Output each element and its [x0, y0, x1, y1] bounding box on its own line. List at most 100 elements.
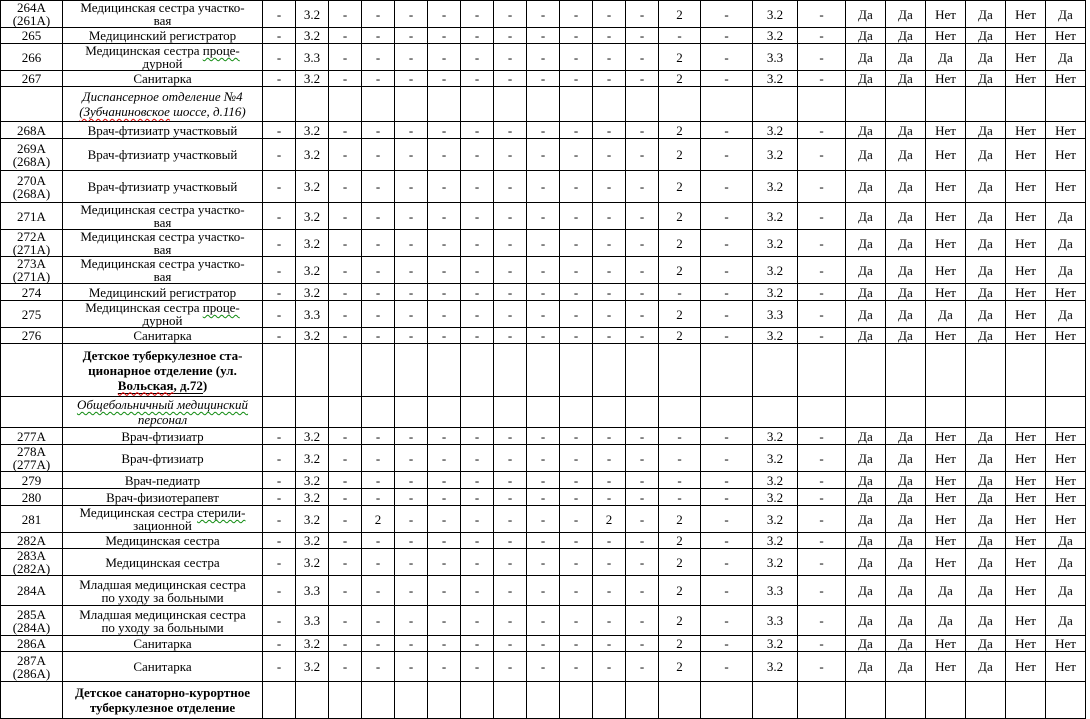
value-cell-c10: - — [493, 635, 527, 652]
value-cell-c18: - — [797, 0, 846, 28]
value-cell-c12: - — [559, 229, 593, 257]
value-cell-c9 — [460, 396, 494, 428]
value-cell-c6: - — [361, 43, 395, 71]
value-cell-c15: 2 — [658, 327, 701, 344]
value-cell-c5: - — [328, 575, 362, 606]
flag-cell-1: Да — [845, 256, 886, 284]
value-cell-c10 — [493, 343, 527, 397]
value-cell-c6 — [361, 343, 395, 397]
value-cell-c16 — [700, 681, 753, 719]
value-cell-c5: - — [328, 605, 362, 636]
value-cell-c16 — [700, 86, 753, 122]
value-cell-c3: - — [262, 70, 296, 87]
proofing-marked-text: Вольская — [117, 377, 174, 394]
value-cell-c13: 2 — [592, 505, 626, 533]
table-row: 286А Санитарка -3.2- - - - - - - - - -2-3.2- Да Да Нет… — [0, 635, 1086, 652]
row-number-cell: 268А — [0, 121, 63, 139]
flag-cell-2: Да — [885, 202, 926, 230]
flag-cell-6: Да — [1045, 0, 1086, 28]
position-cell: Медицинская сестра проце- дурной — [62, 300, 263, 328]
value-cell-c15: 2 — [658, 575, 701, 606]
value-cell-c3: - — [262, 300, 296, 328]
flag-cell-1: Да — [845, 532, 886, 549]
position-cell: Младшая медицинская сестра по уходу за б… — [62, 605, 263, 636]
position-cell: Медицинский регистратор — [62, 27, 263, 44]
value-cell-c11: - — [526, 300, 560, 328]
position-cell: Врач-фтизиатр — [62, 444, 263, 472]
value-cell-c3: - — [262, 121, 296, 139]
flag-cell-6: Нет — [1045, 427, 1086, 445]
value-cell-c14: - — [625, 444, 659, 472]
value-cell-c9: - — [460, 256, 494, 284]
flag-cell-5 — [1005, 343, 1046, 397]
value-cell-c6: - — [361, 229, 395, 257]
value-cell-c5: - — [328, 651, 362, 682]
position-text: персонал — [137, 412, 188, 427]
value-cell-c13: - — [592, 27, 626, 44]
value-cell-c16: - — [700, 229, 753, 257]
value-cell-c10: - — [493, 256, 527, 284]
value-cell-c16: - — [700, 532, 753, 549]
value-cell-c4: 3.2 — [295, 505, 329, 533]
row-number-cell — [0, 396, 63, 428]
flag-cell-4 — [965, 681, 1006, 719]
flag-cell-4: Да — [965, 70, 1006, 87]
value-cell-c9: - — [460, 70, 494, 87]
table-row: 284А Младшая медицинская сестра по уходу … — [0, 575, 1086, 606]
value-cell-c10: - — [493, 138, 527, 171]
value-cell-c8: - — [427, 575, 461, 606]
value-cell-c15: 2 — [658, 121, 701, 139]
value-cell-c9: - — [460, 505, 494, 533]
flag-cell-3 — [925, 343, 966, 397]
value-cell-c13: - — [592, 300, 626, 328]
value-cell-c13: - — [592, 327, 626, 344]
value-cell-c7: - — [394, 548, 428, 576]
flag-cell-3: Да — [925, 43, 966, 71]
flag-cell-2: Да — [885, 471, 926, 489]
value-cell-c9: - — [460, 605, 494, 636]
position-text: шоссе, д.116) — [169, 104, 246, 119]
row-number-cell: 272А (271А) — [0, 229, 63, 257]
value-cell-c11: - — [526, 202, 560, 230]
value-cell-c14: - — [625, 532, 659, 549]
position-text: Врач-фтизиатр участковый — [87, 179, 238, 194]
table-row: 274 Медицинский регистратор -3.2- - - - - - - - - -… — [0, 283, 1086, 301]
value-cell-c8: - — [427, 471, 461, 489]
flag-cell-2: Да — [885, 256, 926, 284]
flag-cell-3 — [925, 396, 966, 428]
value-cell-c5: - — [328, 229, 362, 257]
value-cell-c8: - — [427, 635, 461, 652]
value-cell-c5: - — [328, 27, 362, 44]
table-row: 273А (271А) Медицинская сестра участко- в… — [0, 256, 1086, 284]
row-number-cell: 287А (286А) — [0, 651, 63, 682]
position-text: Врач-фтизиатр — [121, 450, 204, 466]
value-cell-c7: - — [394, 300, 428, 328]
value-cell-c5: - — [328, 327, 362, 344]
value-cell-c10: - — [493, 505, 527, 533]
value-cell-c14 — [625, 681, 659, 719]
flag-cell-2: Да — [885, 651, 926, 682]
position-cell: Санитарка — [62, 70, 263, 87]
value-cell-c9: - — [460, 575, 494, 606]
flag-cell-6: Нет — [1045, 444, 1086, 472]
value-cell-c8: - — [427, 532, 461, 549]
flag-cell-2: Да — [885, 121, 926, 139]
value-cell-c7: - — [394, 327, 428, 344]
value-cell-c14: - — [625, 471, 659, 489]
value-cell-c12: - — [559, 327, 593, 344]
value-cell-c3: - — [262, 532, 296, 549]
flag-cell-5: Нет — [1005, 471, 1046, 489]
row-number-cell: 267 — [0, 70, 63, 87]
flag-cell-5: Нет — [1005, 43, 1046, 71]
value-cell-c13: - — [592, 70, 626, 87]
value-cell-c4: 3.2 — [295, 121, 329, 139]
flag-cell-2: Да — [885, 43, 926, 71]
value-cell-c16: - — [700, 575, 753, 606]
flag-cell-6: Нет — [1045, 505, 1086, 533]
position-text: Медицинская сестра — [85, 43, 203, 58]
value-cell-c7: - — [394, 0, 428, 28]
value-cell-c5: - — [328, 256, 362, 284]
value-cell-c4: 3.3 — [295, 43, 329, 71]
position-cell: Медицинская сестра — [62, 532, 263, 549]
value-cell-c10: - — [493, 202, 527, 230]
